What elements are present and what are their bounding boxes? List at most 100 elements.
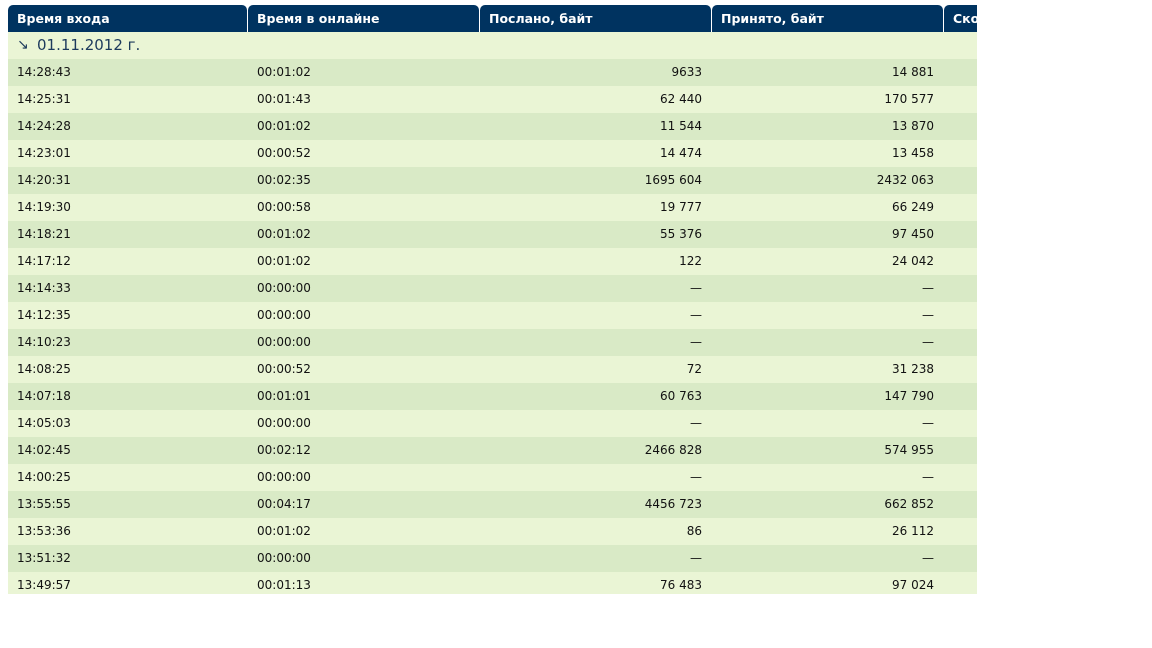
online-time: 00:01:02: [257, 119, 311, 133]
online-time: 00:01:02: [257, 254, 311, 268]
login-time: 14:23:01: [17, 146, 71, 160]
login-time: 14:28:43: [17, 65, 71, 79]
bytes-sent: 2466 828: [644, 443, 702, 457]
login-time: 14:08:25: [17, 362, 71, 376]
table-row: 13:49:57 00:01:13 76 483 97 024: [8, 572, 977, 594]
column-header[interactable]: Принято, байт: [712, 5, 943, 32]
table-row: 14:28:43 00:01:02 9633 14 881: [8, 59, 977, 86]
bytes-received: 13 870: [892, 119, 934, 133]
bytes-sent: 122: [679, 254, 702, 268]
table-row: 14:00:25 00:00:00 — —: [8, 464, 977, 491]
table-row: 13:51:32 00:00:00 — —: [8, 545, 977, 572]
bytes-received: 14 881: [892, 65, 934, 79]
online-time: 00:02:12: [257, 443, 311, 457]
bytes-received: —: [922, 470, 934, 484]
bytes-sent: —: [690, 335, 702, 349]
column-header[interactable]: Время в онлайне: [248, 5, 479, 32]
bytes-sent: 1695 604: [644, 173, 702, 187]
group-date: 01.11.2012 г.: [37, 36, 141, 54]
login-time: 14:19:30: [17, 200, 71, 214]
table-row: 14:07:18 00:01:01 60 763 147 790: [8, 383, 977, 410]
online-time: 00:00:00: [257, 281, 311, 295]
table-row: 14:14:33 00:00:00 — —: [8, 275, 977, 302]
table-row: 14:17:12 00:01:02 122 24 042: [8, 248, 977, 275]
login-time: 14:05:03: [17, 416, 71, 430]
bytes-sent: —: [690, 416, 702, 430]
bytes-sent: 55 376: [660, 227, 702, 241]
login-time: 14:07:18: [17, 389, 71, 403]
bytes-received: 574 955: [884, 443, 934, 457]
table-row: 14:24:28 00:01:02 11 544 13 870: [8, 113, 977, 140]
online-time: 00:01:02: [257, 65, 311, 79]
login-time: 13:49:57: [17, 578, 71, 592]
bytes-received: —: [922, 551, 934, 565]
bytes-sent: 19 777: [660, 200, 702, 214]
bytes-received: 170 577: [884, 92, 934, 106]
login-time: 14:24:28: [17, 119, 71, 133]
login-time: 14:18:21: [17, 227, 71, 241]
column-header[interactable]: Время входа: [8, 5, 247, 32]
bytes-received: —: [922, 308, 934, 322]
bytes-sent: —: [690, 281, 702, 295]
table-row: 14:19:30 00:00:58 19 777 66 249: [8, 194, 977, 221]
table-row: 13:53:36 00:01:02 86 26 112: [8, 518, 977, 545]
table-row: 14:05:03 00:00:00 — —: [8, 410, 977, 437]
table-row: 14:08:25 00:00:52 72 31 238: [8, 356, 977, 383]
login-time: 14:12:35: [17, 308, 71, 322]
bytes-sent: 60 763: [660, 389, 702, 403]
online-time: 00:04:17: [257, 497, 311, 511]
column-header[interactable]: Ско: [944, 5, 977, 32]
login-time: 14:00:25: [17, 470, 71, 484]
login-time: 13:53:36: [17, 524, 71, 538]
bytes-sent: —: [690, 551, 702, 565]
bytes-sent: 14 474: [660, 146, 702, 160]
bytes-received: —: [922, 281, 934, 295]
table-row: 14:25:31 00:01:43 62 440 170 577: [8, 86, 977, 113]
table-row: 14:18:21 00:01:02 55 376 97 450: [8, 221, 977, 248]
bytes-sent: 4456 723: [644, 497, 702, 511]
bytes-sent: —: [690, 308, 702, 322]
login-time: 14:14:33: [17, 281, 71, 295]
bytes-received: 147 790: [884, 389, 934, 403]
login-time: 14:02:45: [17, 443, 71, 457]
online-time: 00:01:02: [257, 227, 311, 241]
bytes-received: —: [922, 416, 934, 430]
bytes-received: 26 112: [892, 524, 934, 538]
online-time: 00:00:58: [257, 200, 311, 214]
online-time: 00:00:00: [257, 335, 311, 349]
table-row: 14:02:45 00:02:12 2466 828 574 955: [8, 437, 977, 464]
group-row[interactable]: ↘ 01.11.2012 г.: [8, 32, 977, 59]
bytes-received: 66 249: [892, 200, 934, 214]
bytes-sent: 72: [686, 362, 702, 376]
online-time: 00:01:02: [257, 524, 311, 538]
online-time: 00:00:00: [257, 551, 311, 565]
online-time: 00:00:00: [257, 416, 311, 430]
online-time: 00:01:13: [257, 578, 311, 592]
bytes-sent: —: [690, 470, 702, 484]
bytes-sent: 11 544: [660, 119, 702, 133]
online-time: 00:01:43: [257, 92, 311, 106]
online-time: 00:00:00: [257, 308, 311, 322]
table-row: 14:10:23 00:00:00 — —: [8, 329, 977, 356]
online-time: 00:00:52: [257, 146, 311, 160]
login-time: 14:20:31: [17, 173, 71, 187]
bytes-received: 662 852: [884, 497, 934, 511]
login-time: 14:10:23: [17, 335, 71, 349]
online-time: 00:00:52: [257, 362, 311, 376]
bytes-received: 2432 063: [876, 173, 934, 187]
online-time: 00:02:35: [257, 173, 311, 187]
table-row: 14:12:35 00:00:00 — —: [8, 302, 977, 329]
bytes-sent: 86: [686, 524, 702, 538]
column-header[interactable]: Послано, байт: [480, 5, 711, 32]
login-time: 13:51:32: [17, 551, 71, 565]
login-time: 13:55:55: [17, 497, 71, 511]
bytes-sent: 76 483: [660, 578, 702, 592]
bytes-sent: 62 440: [660, 92, 702, 106]
bytes-received: 31 238: [892, 362, 934, 376]
bytes-received: 97 450: [892, 227, 934, 241]
bytes-received: 24 042: [892, 254, 934, 268]
bytes-received: 13 458: [892, 146, 934, 160]
table-row: 13:55:55 00:04:17 4456 723 662 852: [8, 491, 977, 518]
bytes-received: 97 024: [892, 578, 934, 592]
expand-arrow[interactable]: ↘: [17, 37, 29, 53]
